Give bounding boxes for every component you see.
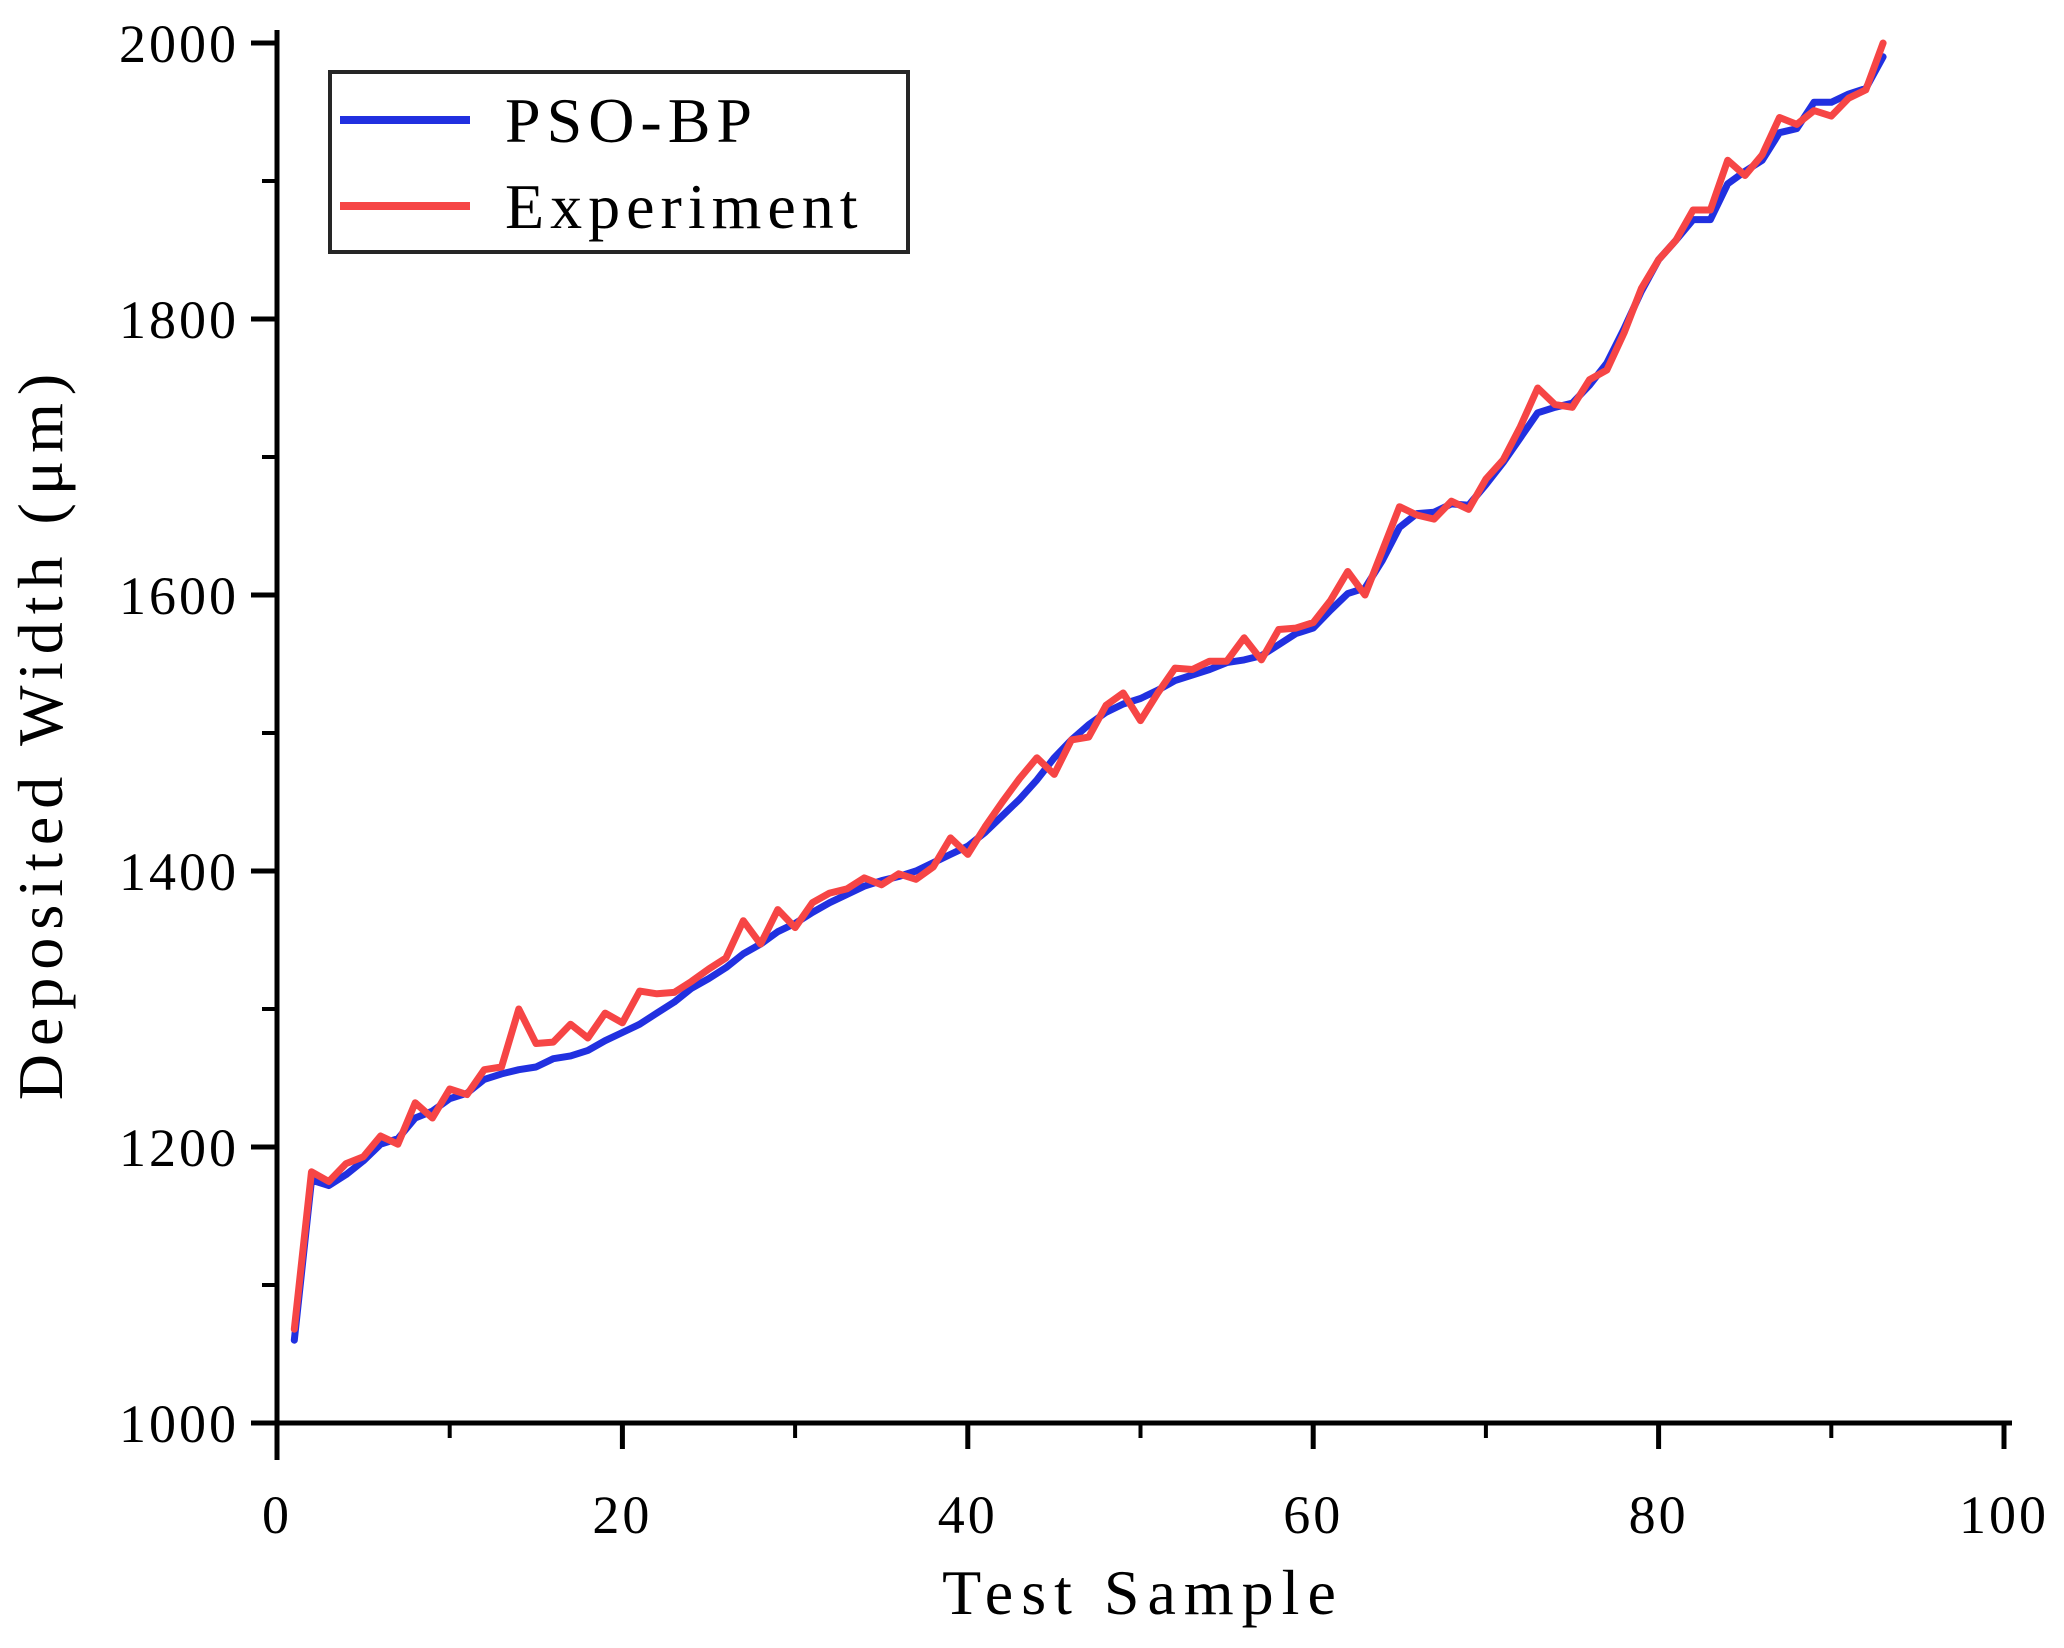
legend: PSO-BP Experiment (328, 70, 910, 254)
x-tick-label: 80 (1629, 1485, 1689, 1545)
legend-label-experiment: Experiment (505, 171, 864, 242)
legend-label-pso-bp: PSO-BP (505, 85, 758, 156)
x-tick-label: 20 (592, 1485, 652, 1545)
y-axis-title: Deposited Width (μm) (5, 366, 76, 1100)
series-line-experiment (290, 39, 1887, 1333)
y-tick-label: 1400 (119, 842, 239, 902)
y-tick-label: 1800 (119, 290, 239, 350)
x-tick-label: 0 (262, 1485, 292, 1545)
y-tick-label: 2000 (119, 14, 239, 74)
y-tick-label: 1200 (119, 1118, 239, 1178)
x-tick-label: 100 (1959, 1485, 2049, 1545)
series-lines (290, 39, 1887, 1344)
y-tick-label: 1600 (119, 566, 239, 626)
legend-box (328, 70, 910, 254)
axis-tick-labels: 0 20 40 60 80 100 1000 1200 1400 1600 1800 2000 (119, 14, 2049, 1545)
x-tick-label: 40 (938, 1485, 998, 1545)
y-tick-label: 1000 (119, 1394, 239, 1454)
x-tick-label: 60 (1283, 1485, 1343, 1545)
axis-ticks (251, 40, 2007, 1449)
x-axis-title: Test Sample (942, 1557, 1344, 1628)
